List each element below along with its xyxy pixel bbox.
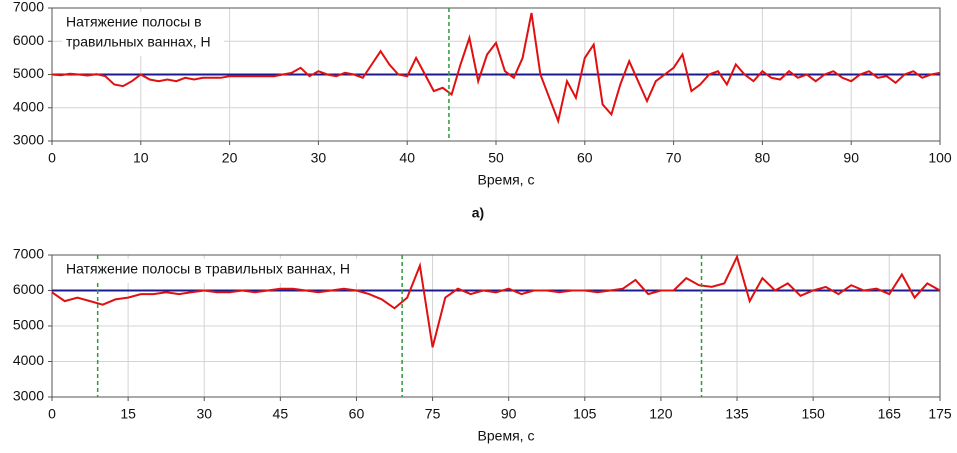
x-tick-label: 30 (311, 150, 327, 166)
y-tick-label: 5000 (13, 317, 44, 333)
y-tick-label: 4000 (13, 98, 44, 114)
x-tick-label: 60 (577, 150, 593, 166)
x-tick-label: 60 (349, 406, 365, 422)
y-tick-label: 7000 (13, 246, 44, 262)
x-tick-label: 45 (273, 406, 289, 422)
x-tick-label: 0 (48, 406, 56, 422)
x-tick-label: 105 (573, 406, 597, 422)
x-tick-label: 80 (755, 150, 771, 166)
y-tick-label: 3000 (13, 132, 44, 148)
y-tick-label: 6000 (13, 32, 44, 48)
x-tick-label: 135 (725, 406, 749, 422)
x-tick-label: 175 (928, 406, 952, 422)
annotation-bg (62, 12, 224, 56)
x-tick-label: 50 (488, 150, 504, 166)
y-tick-label: 7000 (13, 0, 44, 15)
x-tick-label: 120 (649, 406, 673, 422)
x-tick-label: 10 (133, 150, 149, 166)
x-tick-label: 70 (666, 150, 682, 166)
caption: а) (472, 205, 484, 221)
y-tick-label: 3000 (13, 388, 44, 404)
annotation: Натяжение полосы в травильных ваннах, Н (66, 261, 350, 277)
x-tick-label: 100 (928, 150, 952, 166)
y-tick-label: 5000 (13, 65, 44, 81)
x-tick-label: 150 (801, 406, 825, 422)
x-tick-label: 15 (120, 406, 136, 422)
x-tick-label: 20 (222, 150, 238, 166)
x-tick-label: 165 (878, 406, 902, 422)
x-tick-label: 30 (196, 406, 212, 422)
x-tick-label: 75 (425, 406, 441, 422)
annotation: Натяжение полосы в (66, 14, 202, 30)
y-tick-label: 4000 (13, 352, 44, 368)
plot-frame (51, 254, 941, 398)
annotation: травильных ваннах, Н (66, 34, 211, 50)
x-axis-label: Время, с (478, 172, 535, 188)
y-tick-label: 6000 (13, 281, 44, 297)
signal-line (51, 12, 941, 125)
x-tick-label: 40 (399, 150, 415, 166)
x-tick-label: 90 (843, 150, 859, 166)
x-axis-label: Время, с (478, 428, 535, 444)
annotation-bg (62, 259, 369, 283)
signal-line (51, 253, 941, 348)
x-tick-label: 90 (501, 406, 517, 422)
x-tick-label: 0 (48, 150, 56, 166)
